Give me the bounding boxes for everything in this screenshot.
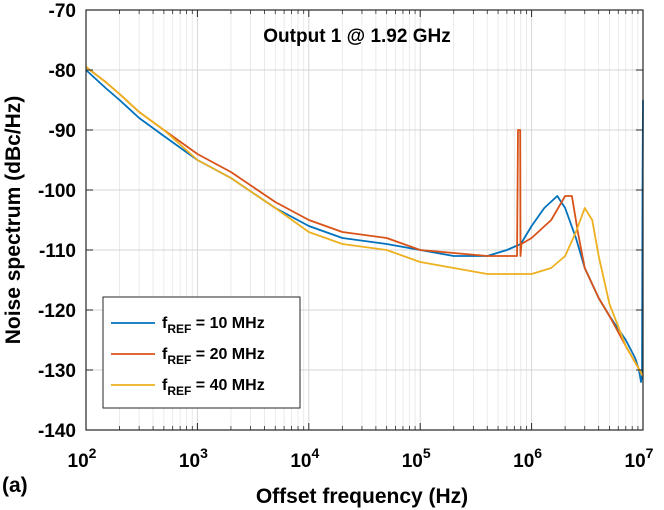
panel-label: (a) <box>2 474 28 497</box>
plot-frame <box>85 9 644 431</box>
series-line-2 <box>85 66 644 377</box>
legend-label-1: fREF = 10 MHz <box>162 315 265 336</box>
x-axis-title: Offset frequency (Hz) <box>256 485 468 508</box>
y-tick-label: -120 <box>38 301 76 322</box>
y-tick-label: -70 <box>49 1 76 22</box>
legend-label-3: fREF = 40 MHz <box>162 377 265 398</box>
x-tick-label: 106 <box>513 445 542 472</box>
x-tick-base: 10 <box>402 451 423 472</box>
x-tick-exponent: 4 <box>311 445 319 461</box>
y-tick-label: -140 <box>38 421 76 442</box>
x-tick-exponent: 2 <box>89 445 97 461</box>
legend-label-rest: = 40 MHz <box>191 377 264 394</box>
x-tick-base: 10 <box>625 451 646 472</box>
y-tick-label: -80 <box>49 61 76 82</box>
y-tick-label: -130 <box>38 361 76 382</box>
legend-label-main: f <box>162 377 168 394</box>
x-tick-label: 104 <box>290 445 319 472</box>
x-tick-base: 10 <box>290 451 311 472</box>
y-tick-label: -100 <box>38 181 76 202</box>
legend-label-sub: REF <box>167 322 191 336</box>
y-axis-title: Noise spectrum (dBc/Hz) <box>2 96 25 345</box>
series-line-3 <box>85 66 644 377</box>
legend-box <box>102 296 301 409</box>
legend-label-sub: REF <box>167 384 191 398</box>
x-tick-base: 10 <box>68 451 89 472</box>
y-tick-labels: -70 -80 -90 -100 -110 -120 -130 -140 <box>38 1 76 442</box>
y-tick-label: -90 <box>49 121 76 142</box>
legend-label-rest: = 20 MHz <box>191 346 264 363</box>
chart-title: Output 1 @ 1.92 GHz <box>263 26 450 47</box>
legend-label-main: f <box>162 315 168 332</box>
x-tick-base: 10 <box>179 451 200 472</box>
tick-marks <box>85 9 644 431</box>
legend-label-main: f <box>162 346 168 363</box>
x-tick-exponent: 5 <box>423 445 431 461</box>
y-tick-label: -110 <box>39 241 76 262</box>
x-tick-exponent: 6 <box>534 445 542 461</box>
x-tick-label: 107 <box>625 445 654 472</box>
series-layer <box>85 66 644 383</box>
x-tick-exponent: 3 <box>200 445 208 461</box>
legend-label-rest: = 10 MHz <box>191 315 264 332</box>
x-tick-labels: 102 103 104 105 106 107 <box>68 445 654 472</box>
x-tick-label: 103 <box>179 445 208 472</box>
x-tick-exponent: 7 <box>646 445 654 461</box>
x-tick-label: 105 <box>402 445 431 472</box>
x-tick-base: 10 <box>513 451 534 472</box>
legend-label-2: fREF = 20 MHz <box>162 346 265 367</box>
x-tick-label: 102 <box>68 445 97 472</box>
legend-label-sub: REF <box>167 353 191 367</box>
